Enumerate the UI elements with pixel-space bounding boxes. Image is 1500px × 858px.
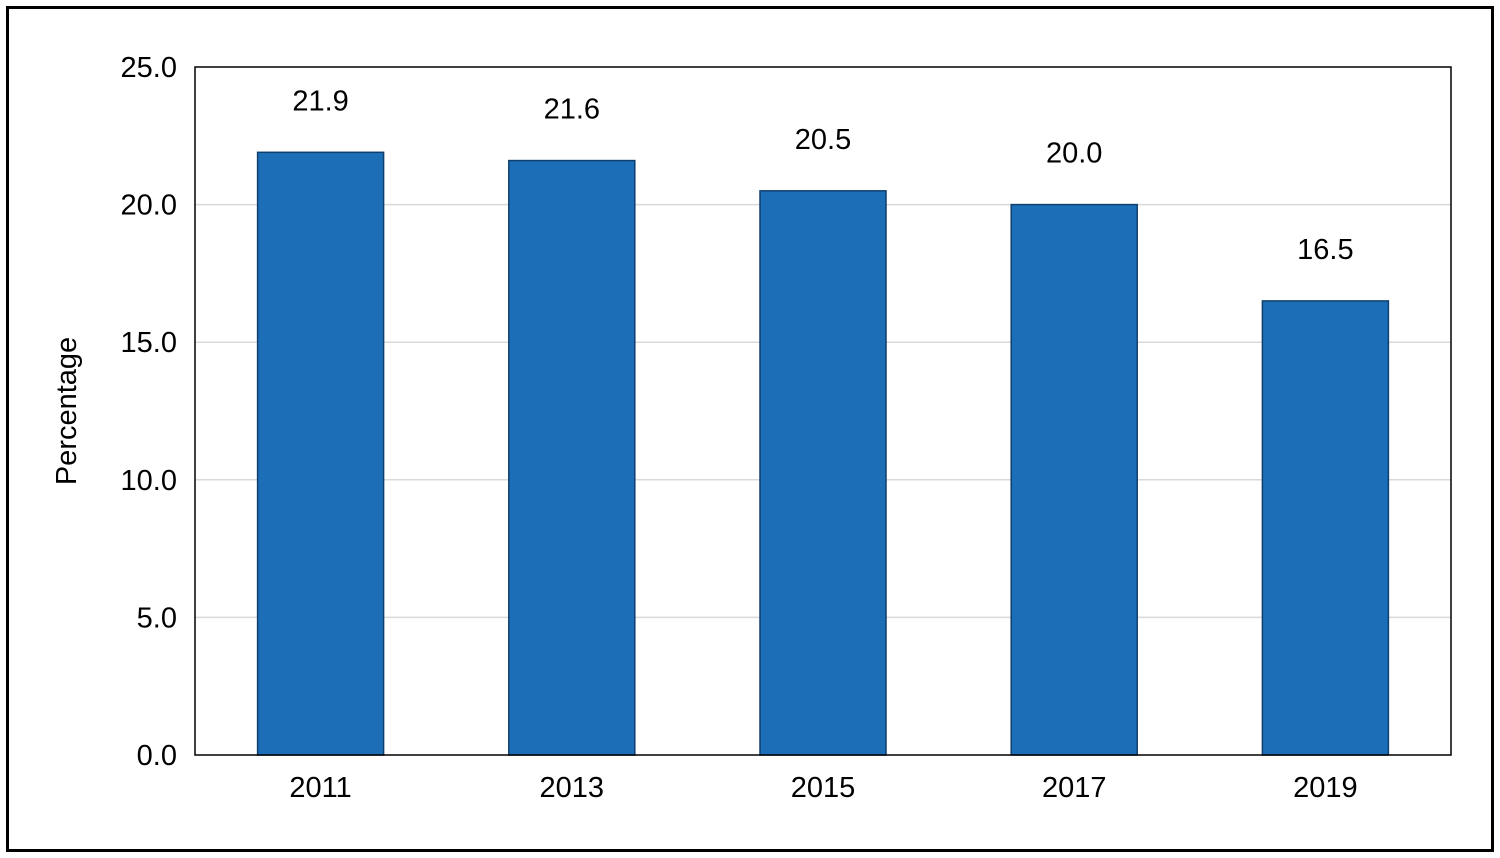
y-tick-label: 10.0 — [121, 465, 177, 497]
bars — [256, 151, 1390, 756]
y-tick-label: 15.0 — [121, 327, 177, 359]
chart-frame — [6, 6, 1494, 852]
x-tick-label: 2015 — [791, 772, 856, 804]
data-label-2011: 21.9 — [292, 85, 348, 117]
y-axis-ticks: 0.0 5.0 10.0 15.0 20.0 25.0 — [121, 52, 177, 772]
y-tick-label: 20.0 — [121, 190, 177, 222]
data-label-2019: 16.5 — [1297, 234, 1353, 266]
x-tick-label: 2019 — [1293, 772, 1358, 804]
y-tick-label: 5.0 — [137, 602, 177, 634]
data-label-2017: 20.0 — [1046, 138, 1102, 170]
bar-2015 — [759, 190, 887, 756]
data-label-2013: 21.6 — [544, 94, 600, 126]
data-label-2015: 20.5 — [795, 124, 851, 156]
x-tick-label: 2011 — [289, 772, 351, 804]
data-labels: 21.9 21.6 20.5 20.0 16.5 — [292, 85, 1353, 266]
x-tick-label: 2013 — [540, 772, 605, 804]
x-axis-ticks: 2011 2013 2015 2017 2019 — [289, 772, 1357, 804]
y-axis-title: Percentage — [51, 337, 83, 485]
bar-2019 — [1261, 300, 1390, 756]
x-tick-label: 2017 — [1042, 772, 1107, 804]
plot-area — [194, 66, 1452, 756]
bar-2013 — [508, 159, 636, 756]
bar-2017 — [1010, 203, 1138, 756]
bar-2011 — [256, 151, 385, 756]
y-tick-label: 0.0 — [137, 740, 177, 772]
y-tick-label: 25.0 — [121, 52, 177, 84]
